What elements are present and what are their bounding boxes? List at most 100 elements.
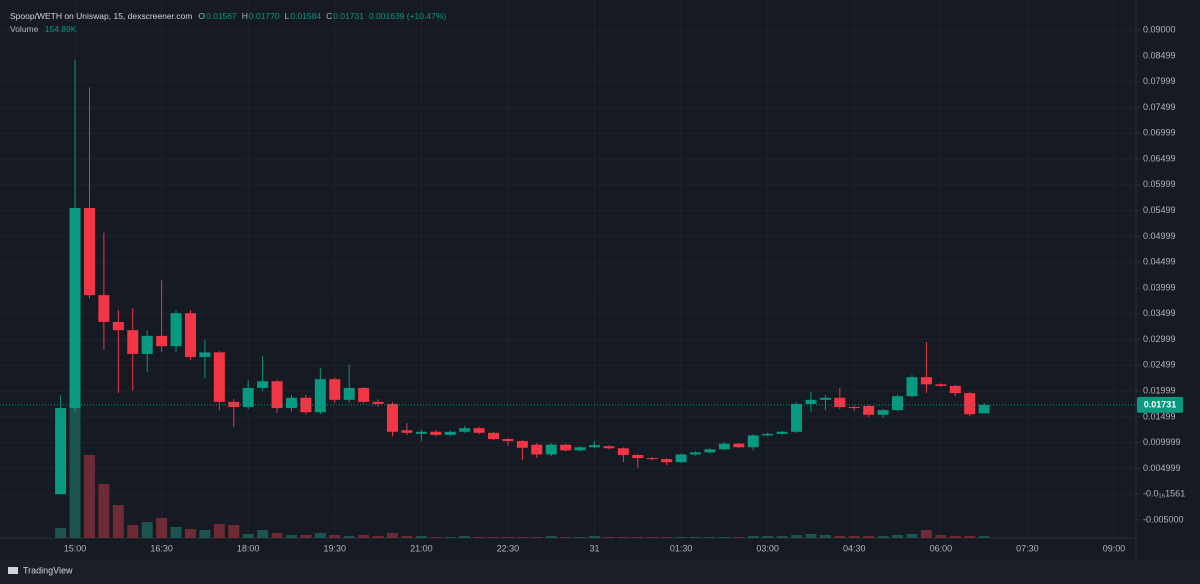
volume-legend: Volume 154.89K <box>10 24 77 34</box>
volume-bar <box>98 484 110 538</box>
legend-item: 0.01770 <box>249 11 280 21</box>
candle-body <box>257 381 269 388</box>
footer-bar <box>0 560 1200 584</box>
volume-bar <box>459 536 471 538</box>
candle-body <box>589 445 601 448</box>
volume-bar <box>690 537 702 538</box>
volume-bar <box>589 536 601 538</box>
legend-item: H <box>242 11 248 21</box>
candle-body <box>112 321 124 331</box>
volume-bar <box>531 537 543 538</box>
grid <box>1136 29 1140 521</box>
y-tick-label: 0.01499 <box>1143 411 1176 421</box>
volume-bar <box>877 536 889 538</box>
volume-bar <box>184 529 196 538</box>
volume-bar <box>257 530 269 538</box>
candle-body <box>848 407 860 409</box>
candle-body <box>473 428 485 433</box>
volume-bar <box>343 536 355 538</box>
volume-bar <box>949 536 961 538</box>
candle-body <box>949 385 961 394</box>
volume-bar <box>834 536 846 538</box>
volume-bar <box>819 535 831 538</box>
x-tick-label: 16:30 <box>150 543 173 553</box>
volume-bar <box>935 535 947 538</box>
candle-body <box>690 452 702 455</box>
volume-bar <box>545 536 557 538</box>
last-price-label: 0.01731 <box>1144 399 1177 409</box>
candle-body <box>199 352 211 358</box>
last-price-tag <box>1137 396 1183 413</box>
volume-bar <box>300 535 312 538</box>
volume-bar <box>386 533 398 538</box>
volume-bar <box>473 537 485 538</box>
candle-body <box>213 352 225 402</box>
y-tick-label: 0.01999 <box>1143 385 1176 395</box>
volume-bar <box>83 455 95 538</box>
volume-bar <box>632 537 644 538</box>
candle-body <box>632 454 644 459</box>
y-tick-label: 0.09000 <box>1143 24 1176 34</box>
volume-bar <box>372 536 384 538</box>
candle-body <box>459 428 471 432</box>
volume-bar <box>213 524 225 538</box>
volume-bar <box>112 505 124 538</box>
volume-bar <box>574 537 586 538</box>
x-tick-label: 15:00 <box>64 543 87 553</box>
candle-body <box>170 313 182 347</box>
y-tick-label: 0.08499 <box>1143 50 1176 60</box>
candle-body <box>978 404 990 414</box>
candle-body <box>920 377 932 385</box>
candle-body <box>372 401 384 404</box>
candle-body <box>776 431 788 434</box>
candle-body <box>545 444 557 455</box>
candle-body <box>444 431 456 435</box>
volume-bar <box>704 537 716 538</box>
candle-body <box>314 379 326 413</box>
candle-body <box>863 406 875 415</box>
volume-bar <box>776 536 788 538</box>
candle-body <box>430 431 442 435</box>
candle-body <box>834 397 846 408</box>
candle-body <box>228 401 240 408</box>
candle-body <box>531 444 543 455</box>
labels: -0.005000 -0.0₁₆1561 0.004999 0.009999 0.014… <box>64 24 1185 553</box>
candle-body <box>718 443 730 450</box>
volume-bar <box>285 535 297 538</box>
brand-name: TradingView <box>23 565 73 575</box>
volume-bar <box>718 537 730 538</box>
candle-body <box>906 377 918 397</box>
legend-item: C <box>326 11 332 21</box>
candle-body <box>502 439 514 442</box>
volume-bar <box>127 525 139 538</box>
candle-body <box>184 313 196 358</box>
y-tick-label: 0.05499 <box>1143 205 1176 215</box>
volume-bar <box>848 536 860 538</box>
candle-body <box>271 381 283 409</box>
legend-item: Spoop/WETH on Uniswap, 15, dexscreener.c… <box>10 11 192 21</box>
volume-bar <box>733 537 745 538</box>
volume-bar <box>920 530 932 538</box>
candle-body <box>415 431 427 434</box>
y-tick-label: 0.02499 <box>1143 360 1176 370</box>
candle-body <box>401 430 413 433</box>
volume-bar <box>271 533 283 538</box>
header: Spoop/WETH on Uniswap, 15, dexscreener.c… <box>10 11 446 34</box>
y-tick-label: -0.0₁₆1561 <box>1143 489 1185 499</box>
x-tick-label: 06:00 <box>930 543 953 553</box>
volume-bar <box>242 534 254 538</box>
volume-bar <box>415 536 427 538</box>
candle-body <box>603 446 615 449</box>
volume-bar <box>791 535 803 538</box>
volume-bar <box>661 537 673 538</box>
volume-bar <box>762 536 774 538</box>
candle-body <box>791 403 803 432</box>
candle-body <box>242 387 254 408</box>
volume-bar <box>805 534 817 538</box>
legend-line: Spoop/WETH on Uniswap, 15, dexscreener.c… <box>10 11 446 21</box>
y-tick-label: 0.06999 <box>1143 128 1176 138</box>
volume-bar <box>906 534 918 538</box>
y-tick-label: 0.03999 <box>1143 282 1176 292</box>
candle-body <box>83 208 95 296</box>
candle-body <box>127 330 139 354</box>
